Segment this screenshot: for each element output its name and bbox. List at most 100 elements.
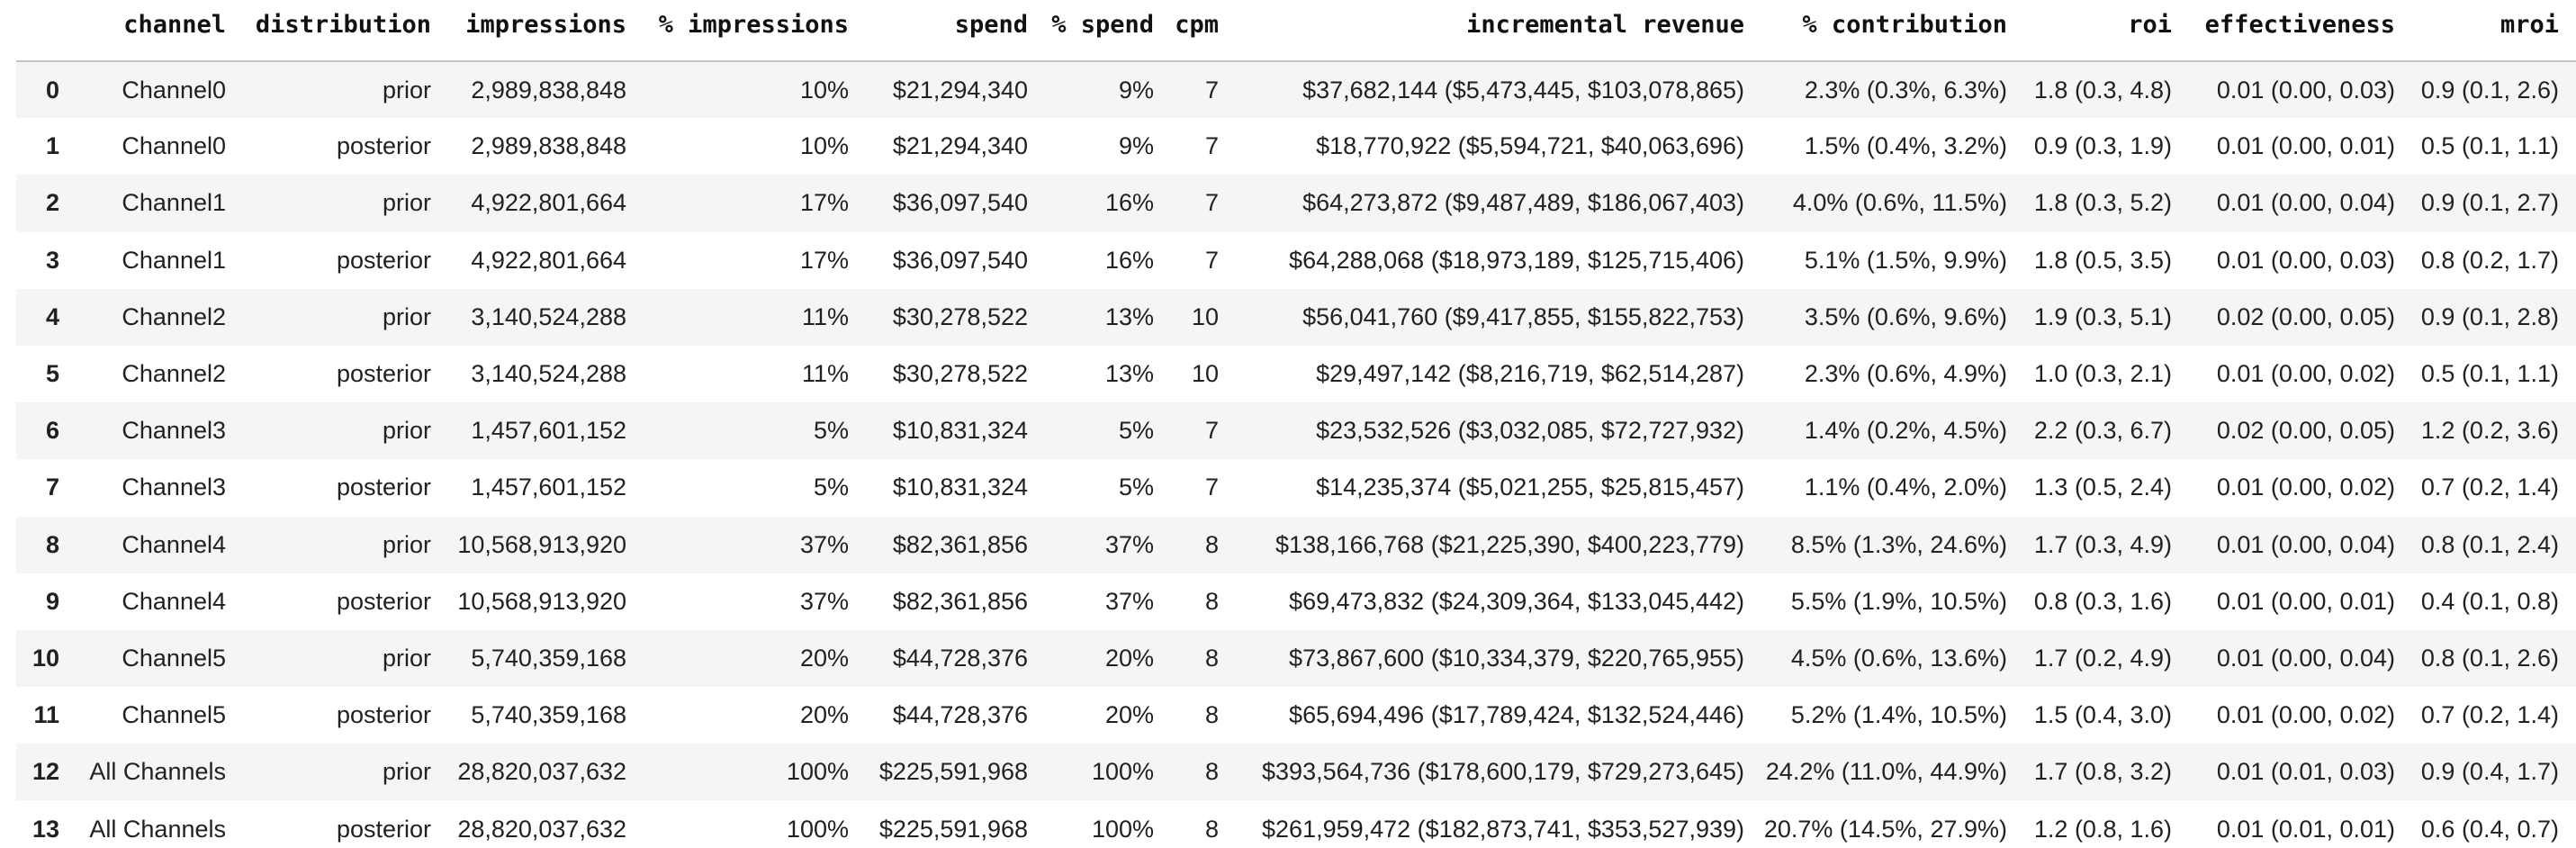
cell-roi: 0.9 (0.3, 1.9) <box>2033 132 2172 160</box>
cell-spend: $82,361,856 <box>892 587 1028 615</box>
cell-pct-impressions: 11% <box>801 360 849 388</box>
cell-mroi: 0.4 (0.1, 0.8) <box>2420 587 2559 615</box>
cell-channel: Channel2 <box>122 360 226 388</box>
cell-pct-contribution: 5.1% (1.5%, 9.9%) <box>1804 246 2007 274</box>
cell-impressions: 1,457,601,152 <box>471 474 626 501</box>
cell-pct-spend: 16% <box>1104 189 1154 217</box>
row-index: 13 <box>32 815 59 843</box>
cell-channel: All Channels <box>89 758 226 786</box>
cell-distribution: prior <box>382 758 431 786</box>
row-index: 2 <box>45 189 59 217</box>
cell-mroi: 0.7 (0.2, 1.4) <box>2420 474 2559 501</box>
column-header-roi: roi <box>2024 0 2189 62</box>
cell-channel: Channel0 <box>122 132 226 160</box>
row-index: 3 <box>45 246 59 274</box>
table-row: 2 Channel1 prior 4,922,801,664 17% $36,097,54… <box>16 175 2576 232</box>
cell-roi: 1.2 (0.8, 1.6) <box>2033 815 2172 843</box>
cell-pct-spend: 5% <box>1118 417 1154 445</box>
cell-impressions: 4,922,801,664 <box>471 246 626 274</box>
cell-spend: $21,294,340 <box>892 76 1028 104</box>
cell-effectiveness: 0.01 (0.00, 0.04) <box>2216 189 2395 217</box>
cell-distribution: posterior <box>336 474 431 501</box>
cell-incremental-revenue: $65,694,496 ($17,789,424, $132,524,446) <box>1289 701 1744 729</box>
cell-pct-impressions: 20% <box>799 644 849 672</box>
cell-channel: Channel2 <box>122 302 226 330</box>
cell-roi: 0.8 (0.3, 1.6) <box>2033 587 2172 615</box>
cell-pct-contribution: 5.2% (1.4%, 10.5%) <box>1790 701 2007 729</box>
row-index: 5 <box>45 360 59 388</box>
cell-pct-spend: 37% <box>1104 587 1154 615</box>
cell-pct-spend: 5% <box>1118 474 1154 501</box>
cell-roi: 2.2 (0.3, 6.7) <box>2033 417 2172 445</box>
cell-pct-spend: 9% <box>1118 132 1154 160</box>
header-row: channel distribution impressions% impressi… <box>16 0 2576 62</box>
cell-mroi: 0.8 (0.1, 2.4) <box>2420 530 2559 558</box>
cell-pct-spend: 20% <box>1104 644 1154 672</box>
cell-pct-contribution: 1.4% (0.2%, 4.5%) <box>1804 417 2007 445</box>
column-header-distribution: distribution <box>243 0 448 62</box>
column-header-effectiveness: effectiveness <box>2189 0 2412 62</box>
column-header-pct-spend: % spend <box>1045 0 1171 62</box>
cell-pct-contribution: 2.3% (0.6%, 4.9%) <box>1804 360 2007 388</box>
cell-incremental-revenue: $138,166,768 ($21,225,390, $400,223,779) <box>1275 530 1744 558</box>
row-index: 0 <box>45 76 59 104</box>
cell-incremental-revenue: $73,867,600 ($10,334,379, $220,765,955) <box>1289 644 1744 672</box>
cell-mroi: 0.9 (0.1, 2.6) <box>2420 76 2559 104</box>
cell-effectiveness: 0.01 (0.00, 0.02) <box>2216 474 2395 501</box>
cell-distribution: prior <box>382 189 431 217</box>
cell-roi: 1.7 (0.2, 4.9) <box>2033 644 2172 672</box>
cell-incremental-revenue: $37,682,144 ($5,473,445, $103,078,865) <box>1302 76 1744 104</box>
cell-pct-spend: 16% <box>1104 246 1154 274</box>
cell-roi: 1.8 (0.3, 5.2) <box>2033 189 2172 217</box>
cell-mroi: 0.9 (0.1, 2.7) <box>2420 189 2559 217</box>
cell-effectiveness: 0.01 (0.00, 0.02) <box>2216 360 2395 388</box>
table-row: 11 Channel5 posterior 5,740,359,168 20% $44,7… <box>16 687 2576 744</box>
cell-distribution: posterior <box>336 246 431 274</box>
cell-cpm: 8 <box>1204 758 1219 786</box>
cell-distribution: prior <box>382 302 431 330</box>
cell-spend: $30,278,522 <box>892 302 1028 330</box>
cell-cpm: 10 <box>1191 360 1219 388</box>
summary-metrics-table: channel distribution impressions% impressi… <box>16 0 2576 848</box>
cell-effectiveness: 0.01 (0.00, 0.01) <box>2216 587 2395 615</box>
cell-pct-impressions: 37% <box>799 530 849 558</box>
cell-mroi: 1.2 (0.2, 3.6) <box>2420 417 2559 445</box>
cell-roi: 1.9 (0.3, 5.1) <box>2033 302 2172 330</box>
cell-effectiveness: 0.01 (0.00, 0.01) <box>2216 132 2395 160</box>
cell-incremental-revenue: $23,532,526 ($3,032,085, $72,727,932) <box>1316 417 1744 445</box>
cell-effectiveness: 0.02 (0.00, 0.05) <box>2216 302 2395 330</box>
cell-mroi: 0.9 (0.4, 1.7) <box>2420 758 2559 786</box>
cell-effectiveness: 0.01 (0.00, 0.04) <box>2216 644 2395 672</box>
cell-impressions: 4,922,801,664 <box>471 189 626 217</box>
cell-incremental-revenue: $18,770,922 ($5,594,721, $40,063,696) <box>1316 132 1744 160</box>
cell-channel: Channel3 <box>122 417 226 445</box>
cell-spend: $225,591,968 <box>878 815 1028 843</box>
cell-spend: $36,097,540 <box>892 189 1028 217</box>
row-index: 8 <box>45 530 59 558</box>
cell-pct-contribution: 1.1% (0.4%, 2.0%) <box>1804 474 2007 501</box>
column-header-incremental-revenue: incremental revenue <box>1236 0 1761 62</box>
cell-channel: Channel4 <box>122 587 226 615</box>
cell-cpm: 7 <box>1204 474 1219 501</box>
cell-pct-impressions: 100% <box>786 758 849 786</box>
cell-pct-spend: 100% <box>1091 758 1154 786</box>
cell-cpm: 8 <box>1204 644 1219 672</box>
cell-impressions: 3,140,524,288 <box>471 360 626 388</box>
table-body: 0 Channel0 prior 2,989,838,848 10% $21,294,34… <box>16 61 2576 848</box>
cell-effectiveness: 0.01 (0.01, 0.01) <box>2216 815 2395 843</box>
row-index: 11 <box>33 701 59 729</box>
table-row: 9 Channel4 posterior 10,568,913,920 37% $82,3… <box>16 573 2576 630</box>
cell-roi: 1.0 (0.3, 2.1) <box>2033 360 2172 388</box>
cell-pct-spend: 20% <box>1104 701 1154 729</box>
cell-incremental-revenue: $69,473,832 ($24,309,364, $133,045,442) <box>1289 587 1744 615</box>
cell-mroi: 0.5 (0.1, 1.1) <box>2420 132 2559 160</box>
cell-impressions: 28,820,037,632 <box>457 758 626 786</box>
cell-impressions: 5,740,359,168 <box>471 701 626 729</box>
cell-cpm: 7 <box>1204 246 1219 274</box>
cell-distribution: posterior <box>336 360 431 388</box>
cell-impressions: 1,457,601,152 <box>471 417 626 445</box>
cell-distribution: prior <box>382 76 431 104</box>
cell-cpm: 7 <box>1204 132 1219 160</box>
row-index: 1 <box>45 132 59 160</box>
cell-mroi: 0.6 (0.4, 0.7) <box>2420 815 2559 843</box>
